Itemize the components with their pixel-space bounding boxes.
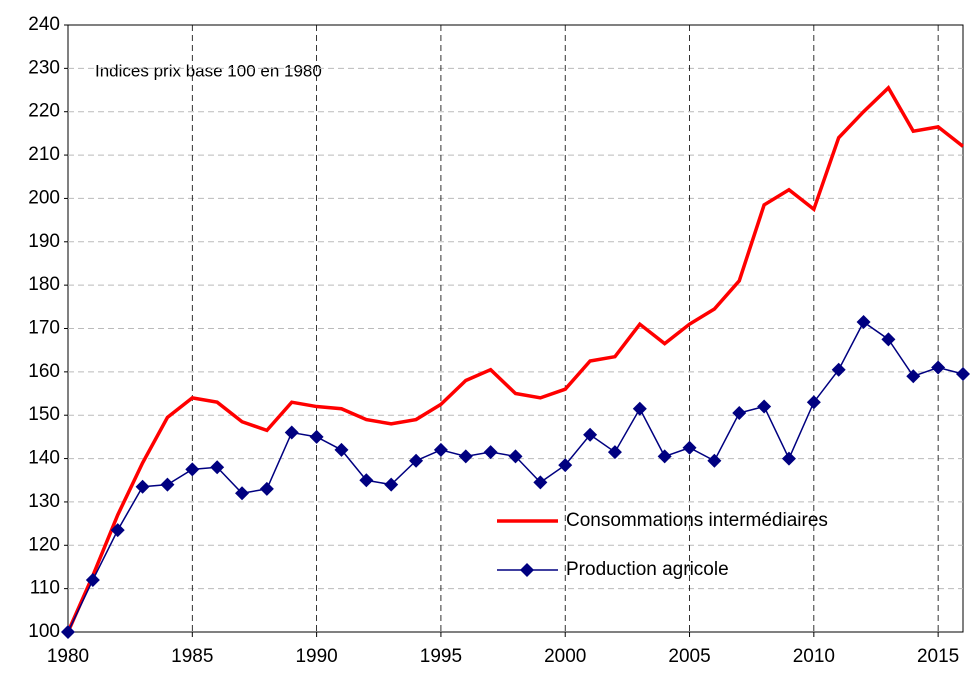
x-tick-label: 2015 xyxy=(917,646,959,667)
y-tick-label: 180 xyxy=(28,274,60,295)
y-tick-label: 140 xyxy=(28,448,60,469)
point xyxy=(309,429,324,444)
point xyxy=(682,440,697,455)
y-tick-label: 170 xyxy=(28,318,60,339)
y-tick-label: 100 xyxy=(28,621,60,642)
point xyxy=(806,395,821,410)
y-tick-label: 190 xyxy=(28,231,60,252)
y-tick-label: 230 xyxy=(28,57,60,78)
point xyxy=(781,451,796,466)
point xyxy=(384,477,399,492)
series-line xyxy=(67,320,964,633)
x-tick-label: 1985 xyxy=(171,646,213,667)
x-tick-label: 1980 xyxy=(47,646,89,667)
point xyxy=(135,479,150,494)
point xyxy=(558,458,573,473)
legend-marker xyxy=(520,563,534,577)
point xyxy=(707,453,722,468)
legend-label: Consommations intermédiaires xyxy=(566,510,828,531)
point xyxy=(881,332,896,347)
x-tick-label: 2010 xyxy=(793,646,835,667)
point xyxy=(235,486,250,501)
point xyxy=(931,360,946,375)
annotation: Indices prix base 100 en 1980 xyxy=(95,61,322,80)
point xyxy=(85,572,100,587)
legend-label: Production agricole xyxy=(566,559,729,580)
point xyxy=(433,442,448,457)
point xyxy=(533,475,548,490)
point xyxy=(359,473,374,488)
point xyxy=(185,462,200,477)
point xyxy=(856,314,871,329)
y-tick-label: 220 xyxy=(28,101,60,122)
point xyxy=(757,399,772,414)
point xyxy=(657,449,672,464)
x-tick-label: 1990 xyxy=(295,646,337,667)
point xyxy=(906,369,921,384)
point xyxy=(607,445,622,460)
point xyxy=(409,453,424,468)
y-tick-label: 130 xyxy=(28,491,60,512)
y-tick-label: 210 xyxy=(28,144,60,165)
point xyxy=(831,362,846,377)
x-tick-label: 2005 xyxy=(668,646,710,667)
y-tick-label: 120 xyxy=(28,534,60,555)
point xyxy=(160,477,175,492)
x-tick-label: 2000 xyxy=(544,646,586,667)
y-tick-label: 240 xyxy=(28,14,60,35)
y-tick-label: 110 xyxy=(30,578,60,599)
point xyxy=(110,523,125,538)
series-line xyxy=(66,85,965,633)
point xyxy=(284,425,299,440)
y-tick-label: 200 xyxy=(28,187,60,208)
x-tick-label: 1995 xyxy=(420,646,462,667)
point xyxy=(458,449,473,464)
y-tick-label: 150 xyxy=(28,404,60,425)
y-tick-label: 160 xyxy=(28,361,60,382)
point xyxy=(61,625,75,639)
point xyxy=(483,445,498,460)
point xyxy=(732,406,747,421)
point xyxy=(583,427,598,442)
point xyxy=(334,442,349,457)
point xyxy=(508,449,523,464)
point xyxy=(632,401,647,416)
point xyxy=(210,460,225,475)
point xyxy=(259,481,274,496)
point xyxy=(956,367,970,382)
